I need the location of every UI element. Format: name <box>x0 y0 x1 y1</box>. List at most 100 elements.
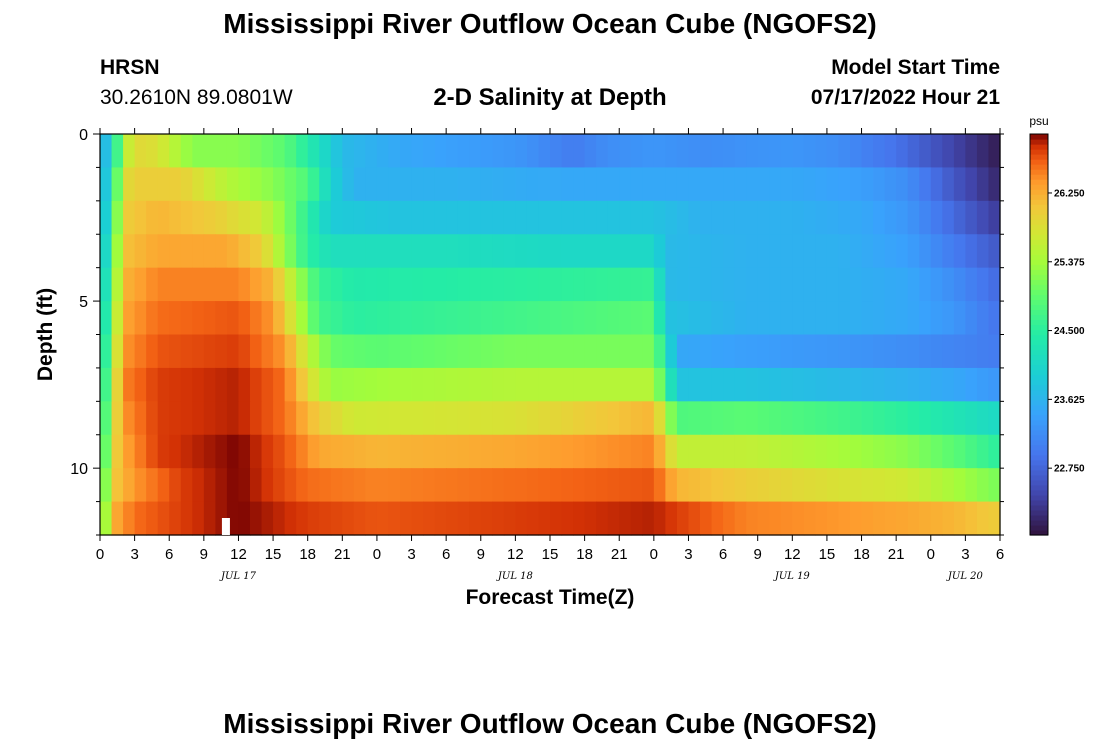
heatmap-cell <box>169 501 182 536</box>
heatmap-cell <box>930 334 943 369</box>
colorbar-segment <box>1030 209 1048 215</box>
y-tick-label: 0 <box>79 127 88 144</box>
heatmap-cell <box>457 234 470 269</box>
heatmap-cell <box>976 468 990 503</box>
colorbar-segment <box>1030 149 1048 155</box>
heatmap-cell <box>503 234 516 269</box>
heatmap-cell <box>538 200 551 235</box>
heatmap-cell <box>215 334 228 369</box>
colorbar-segment <box>1030 234 1048 240</box>
heatmap-cell <box>146 134 159 169</box>
heatmap-cell <box>792 468 805 503</box>
heatmap-cell <box>780 200 793 235</box>
heatmap-cell <box>365 434 378 469</box>
heatmap-cell <box>157 167 170 202</box>
heatmap-cell <box>976 367 990 402</box>
heatmap-cell <box>884 468 897 503</box>
heatmap-cell <box>896 200 909 235</box>
heatmap-cell <box>711 167 724 202</box>
date-label: JUL 18 <box>496 571 533 582</box>
colorbar-segment <box>1030 454 1048 461</box>
colorbar-segment <box>1030 219 1048 225</box>
heatmap-cell <box>457 200 470 235</box>
heatmap-cell <box>700 501 713 536</box>
heatmap-cell <box>630 301 643 336</box>
heatmap-cell <box>665 234 678 269</box>
heatmap-cell <box>826 234 840 269</box>
heatmap-cell <box>676 434 690 469</box>
heatmap-cell <box>123 200 136 235</box>
heatmap-cell <box>573 234 586 269</box>
heatmap-cell <box>319 134 332 169</box>
heatmap-cell <box>550 367 563 402</box>
heatmap-cell <box>250 301 263 336</box>
heatmap-cell <box>169 301 182 336</box>
heatmap-cell <box>942 234 955 269</box>
colorbar-segment <box>1030 194 1048 200</box>
heatmap-cell <box>342 401 355 436</box>
heatmap-cell <box>353 501 366 536</box>
heatmap-cell <box>619 367 632 402</box>
heatmap-cell <box>284 434 297 469</box>
heatmap-cell <box>480 234 493 269</box>
heatmap-cell <box>296 367 309 402</box>
heatmap-cell <box>550 401 563 436</box>
colorbar-segment <box>1030 249 1048 255</box>
heatmap-cell <box>157 134 170 169</box>
heatmap-cell <box>942 200 955 235</box>
heatmap-cell <box>723 267 736 302</box>
heatmap-cell <box>169 234 182 269</box>
heatmap-cell <box>111 434 124 469</box>
heatmap-cell <box>342 434 355 469</box>
heatmap-cell <box>307 301 320 336</box>
heatmap-cell <box>111 401 124 436</box>
heatmap-cell <box>550 301 563 336</box>
colorbar-segment <box>1030 429 1048 436</box>
heatmap-cell <box>388 401 401 436</box>
colorbar-segment <box>1030 354 1048 361</box>
heatmap-cell <box>273 367 286 402</box>
heatmap-cell <box>965 401 978 436</box>
colorbar-segment <box>1030 519 1048 526</box>
heatmap-cell <box>526 434 540 469</box>
heatmap-cell <box>192 167 205 202</box>
heatmap-cell <box>238 434 251 469</box>
heatmap-cell <box>169 401 182 436</box>
heatmap-cell <box>134 134 147 169</box>
heatmap-cell <box>180 234 193 269</box>
heatmap-cell <box>607 468 620 503</box>
colorbar-segment <box>1030 529 1048 536</box>
heatmap-cell <box>976 401 990 436</box>
heatmap-cell <box>284 501 297 536</box>
heatmap-cell <box>734 334 747 369</box>
heatmap-cell <box>457 267 470 302</box>
heatmap-cell <box>630 267 643 302</box>
heatmap-cell <box>930 434 943 469</box>
heatmap-cell <box>226 367 240 402</box>
heatmap-cell <box>815 434 828 469</box>
heatmap-cell <box>676 501 690 536</box>
heatmap-cell <box>169 334 182 369</box>
heatmap-cell <box>711 367 724 402</box>
heatmap-cell <box>342 134 355 169</box>
heatmap-cell <box>550 334 563 369</box>
heatmap-cell <box>457 301 470 336</box>
heatmap-cell <box>850 334 863 369</box>
heatmap-cell <box>884 301 897 336</box>
heatmap-cell <box>838 468 851 503</box>
heatmap-cell <box>134 434 147 469</box>
heatmap-cell <box>226 501 240 536</box>
heatmap-cell <box>584 134 597 169</box>
colorbar-segment <box>1030 404 1048 411</box>
heatmap-cell <box>203 501 216 536</box>
heatmap-cell <box>596 301 609 336</box>
heatmap-cell <box>700 434 713 469</box>
heatmap-cell <box>976 334 990 369</box>
heatmap-cell <box>896 167 909 202</box>
heatmap-cell <box>907 234 920 269</box>
heatmap-cell <box>180 200 193 235</box>
heatmap-cell <box>596 501 609 536</box>
heatmap-cell <box>146 401 159 436</box>
heatmap-cell <box>965 134 978 169</box>
colorbar-segment <box>1030 349 1048 356</box>
